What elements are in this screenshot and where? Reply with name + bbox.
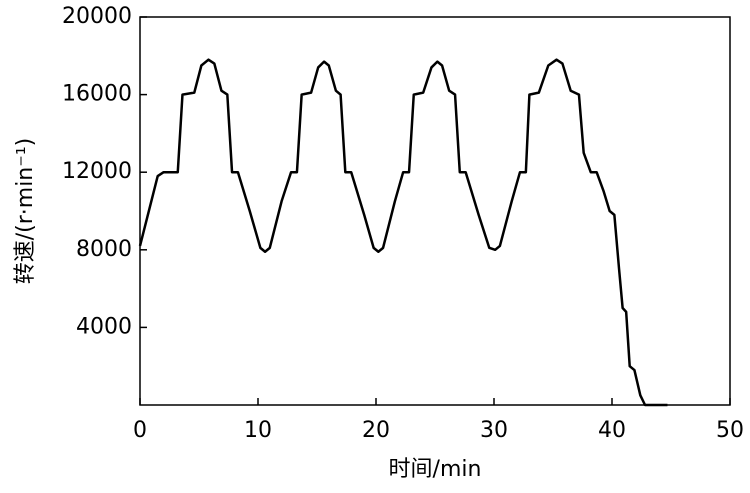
x-tick-label: 30 — [480, 418, 508, 443]
x-tick-label: 20 — [362, 418, 390, 443]
y-tick-label: 4000 — [76, 314, 132, 339]
y-tick-label: 8000 — [76, 237, 132, 262]
y-tick-label: 20000 — [62, 4, 132, 29]
x-tick-label: 0 — [133, 418, 147, 443]
x-tick-label: 10 — [244, 418, 272, 443]
y-tick-label: 16000 — [62, 82, 132, 107]
x-tick-label: 50 — [716, 418, 744, 443]
y-tick-label: 12000 — [62, 159, 132, 184]
data-line — [138, 58, 668, 407]
x-tick-label: 40 — [598, 418, 626, 443]
y-axis-label: 转速/(r·min⁻¹) — [13, 138, 38, 285]
plot-frame — [139, 16, 731, 406]
x-axis-label: 时间/min — [389, 457, 482, 482]
